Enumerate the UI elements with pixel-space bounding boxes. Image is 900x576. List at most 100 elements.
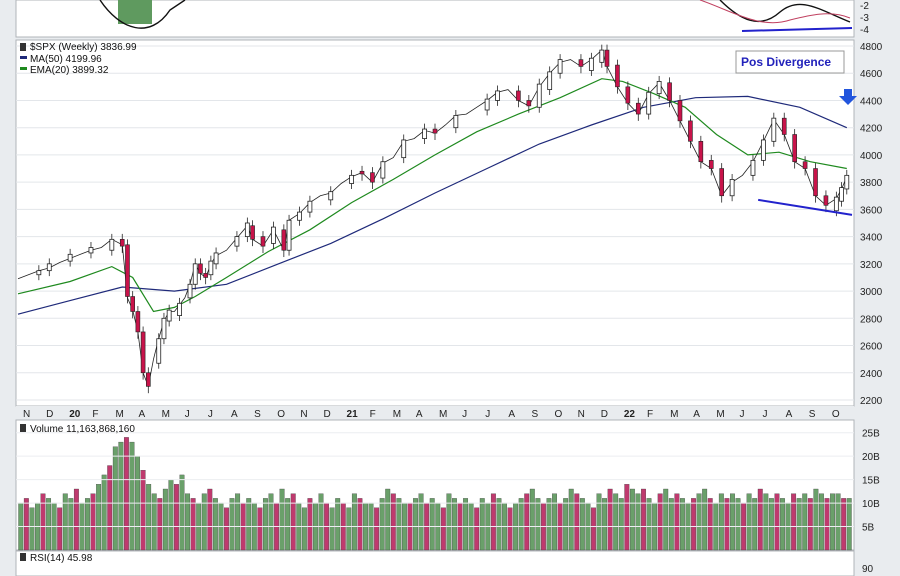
up-candle-18 bbox=[307, 200, 313, 213]
volume-tick-5B: 5B bbox=[862, 523, 875, 534]
up-candle-3 bbox=[88, 247, 94, 254]
down-candle-19 bbox=[625, 86, 631, 104]
rsi-icon bbox=[20, 553, 26, 561]
volume-tick-20B: 20B bbox=[862, 452, 880, 463]
x-label-1: D bbox=[46, 409, 53, 420]
x-label-16: M bbox=[393, 409, 401, 420]
price-y-axis: 4800 4600 4400 4200 4000 3800 3600 3400 3200 3000… bbox=[860, 42, 883, 407]
volume-bar-134 bbox=[763, 493, 769, 551]
down-candle-18 bbox=[615, 64, 620, 88]
up-candle-15 bbox=[271, 226, 276, 244]
volume-bar-38 bbox=[229, 498, 235, 551]
volume-bar-110 bbox=[629, 488, 635, 551]
volume-bar-129 bbox=[735, 498, 741, 551]
volume-bar-92 bbox=[529, 488, 535, 551]
volume-bar-13 bbox=[90, 493, 96, 551]
volume-bar-82 bbox=[474, 507, 480, 551]
oscillator-line bbox=[99, 0, 186, 29]
volume-bar-17 bbox=[112, 446, 118, 551]
volume-bar-96 bbox=[552, 493, 557, 551]
volume-bar-135 bbox=[768, 498, 774, 551]
up-candle-34 bbox=[729, 179, 735, 197]
volume-bar-29 bbox=[179, 474, 185, 551]
x-label-7: J bbox=[185, 409, 190, 420]
volume-bar-72 bbox=[418, 493, 424, 551]
down-candle-7 bbox=[203, 273, 208, 278]
volume-bar-77 bbox=[446, 493, 452, 551]
volume-bar-74 bbox=[429, 498, 435, 551]
x-label-14: 21 bbox=[347, 409, 359, 420]
rsi-tick-90: 90 bbox=[862, 564, 874, 575]
volume-bar-98 bbox=[563, 498, 569, 551]
volume-bar-4 bbox=[40, 493, 46, 551]
ma50-series bbox=[17, 95, 848, 315]
volume-bar-59 bbox=[346, 507, 352, 551]
volume-bar-127 bbox=[724, 498, 730, 551]
down-candle-1 bbox=[125, 244, 130, 297]
price-tick-4200: 4200 bbox=[860, 124, 883, 135]
volume-bar-132 bbox=[752, 498, 758, 551]
top-panel-bg bbox=[15, 0, 855, 38]
volume-bar-112 bbox=[641, 488, 646, 551]
volume-bar-56 bbox=[329, 507, 335, 551]
up-candle-9 bbox=[187, 283, 193, 299]
volume-bar-124 bbox=[707, 498, 713, 551]
x-label-2: 20 bbox=[69, 409, 81, 420]
volume-bar-12 bbox=[85, 498, 90, 551]
volume-bar-7 bbox=[57, 507, 63, 551]
up-candle-27 bbox=[536, 83, 542, 108]
top-tick-2: -2 bbox=[860, 1, 869, 12]
up-candle-17 bbox=[297, 211, 302, 221]
volume-bar-52 bbox=[307, 498, 313, 551]
volume-bar-30 bbox=[185, 493, 191, 551]
down-candle-10 bbox=[281, 229, 287, 251]
down-candle-23 bbox=[688, 120, 693, 142]
volume-bar-8 bbox=[62, 493, 68, 551]
x-label-15: F bbox=[370, 409, 376, 420]
volume-bar-27 bbox=[168, 479, 174, 551]
ema20-series bbox=[17, 78, 847, 313]
symbol-label: $SPX (Weekly) 3836.99 bbox=[30, 42, 137, 53]
volume-bar-99 bbox=[568, 488, 574, 551]
volume-bar-33 bbox=[201, 493, 207, 551]
volume-bar-133 bbox=[757, 488, 763, 551]
volume-bar-67 bbox=[390, 493, 396, 551]
x-label-18: M bbox=[439, 409, 447, 420]
volume-bar-118 bbox=[674, 493, 680, 551]
volume-bar-104 bbox=[596, 493, 602, 551]
volume-bar-111 bbox=[635, 493, 641, 551]
volume-bar-5 bbox=[46, 498, 52, 551]
x-label-13: D bbox=[323, 409, 330, 420]
x-label-19: J bbox=[462, 409, 467, 420]
up-candle-26 bbox=[495, 90, 500, 101]
volume-bar-44 bbox=[262, 498, 268, 551]
volume-bar-51 bbox=[301, 507, 307, 551]
up-candle-7 bbox=[166, 309, 172, 322]
volume-bar-86 bbox=[496, 498, 502, 551]
x-label-25: D bbox=[601, 409, 608, 420]
volume-label: Volume 11,163,868,160 bbox=[30, 424, 135, 435]
volume-bar-119 bbox=[679, 498, 685, 551]
volume-bar-115 bbox=[657, 493, 663, 551]
volume-bar-18 bbox=[118, 441, 124, 551]
up-candle-31 bbox=[599, 49, 605, 63]
x-label-28: M bbox=[670, 409, 678, 420]
volume-bar-16 bbox=[107, 465, 113, 551]
up-candle-21 bbox=[380, 161, 386, 179]
volume-bar-143 bbox=[813, 488, 819, 551]
down-candle-26 bbox=[719, 168, 724, 197]
price-tick-3400: 3400 bbox=[860, 233, 883, 244]
up-candle-37 bbox=[771, 117, 777, 142]
date-x-axis: N D 20 F M A M J J A S O N D 21 F M A M J J A S O N D 22 F M A M J J A S O bbox=[23, 409, 840, 420]
volume-tick-25B: 25B bbox=[862, 429, 880, 440]
volume-bar-148 bbox=[841, 498, 847, 551]
x-label-24: N bbox=[578, 409, 585, 420]
volume-bar-60 bbox=[351, 493, 357, 551]
up-candle-28 bbox=[547, 71, 553, 90]
down-candle-5 bbox=[146, 372, 151, 387]
price-tick-4400: 4400 bbox=[860, 96, 883, 107]
pos-divergence-annotation: Pos Divergence bbox=[741, 55, 831, 69]
volume-bar-145 bbox=[824, 498, 830, 551]
price-tick-3600: 3600 bbox=[860, 205, 883, 216]
volume-bar-76 bbox=[440, 507, 446, 551]
